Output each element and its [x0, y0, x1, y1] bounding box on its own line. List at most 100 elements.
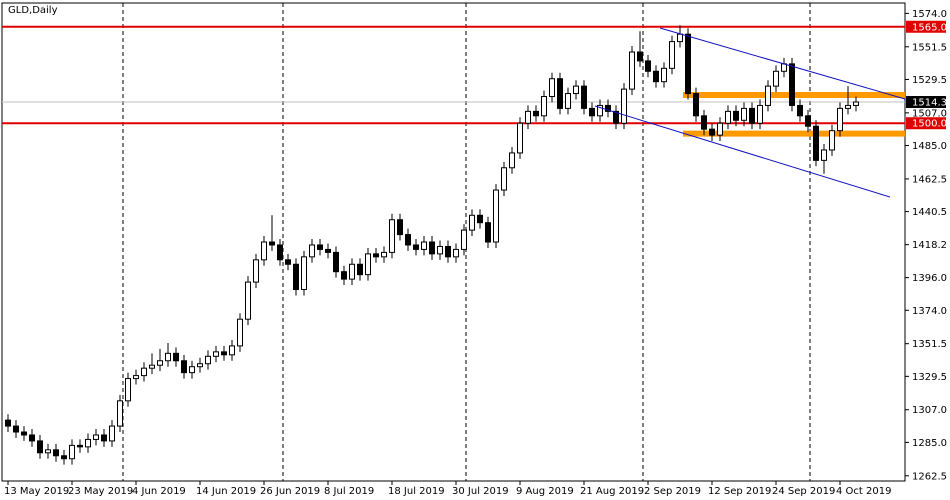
candle-body [93, 434, 99, 440]
candle-body [573, 85, 579, 95]
candle-body [541, 96, 547, 117]
last-price-box [906, 96, 946, 109]
candle-body [149, 364, 155, 369]
x-tick-label: 13 May 2019 [4, 486, 69, 497]
candle-body [253, 259, 259, 283]
candle-body [229, 345, 235, 356]
candle-body [485, 222, 491, 243]
x-tick-label: 8 Jul 2019 [324, 486, 374, 497]
candle-body [565, 93, 571, 109]
candle-body [533, 110, 539, 117]
candle-body [181, 360, 187, 374]
candle-body [853, 101, 859, 106]
candle-body [797, 104, 803, 117]
candle-body [693, 93, 699, 117]
candle-body [117, 400, 123, 427]
candle-body [517, 122, 523, 154]
candle-body [445, 245, 451, 258]
channel-lower [594, 105, 891, 198]
candle-body [525, 110, 531, 124]
candle-body [277, 244, 283, 261]
candle-body [461, 229, 467, 250]
candle-body [437, 245, 443, 255]
candle-body [597, 104, 603, 117]
candle-body [669, 41, 675, 69]
candle-body [37, 440, 43, 454]
candle-body [493, 189, 499, 243]
y-tick-label: 1307.0 [912, 405, 947, 416]
candle-body [653, 70, 659, 83]
candle-body [173, 352, 179, 362]
candle-body [677, 33, 683, 43]
y-tick-label: 1507.0 [912, 108, 947, 119]
x-tick-label: 24 Sep 2019 [772, 486, 835, 497]
candle-body [389, 219, 395, 253]
chart-title: GLD,Daily [8, 5, 58, 16]
candle-body [741, 107, 747, 121]
y-tick-label: 1462.5 [912, 174, 947, 185]
candle-body [701, 115, 707, 130]
candle-body [269, 241, 275, 246]
y-tick-label: 1329.5 [912, 372, 947, 383]
candle-body [293, 263, 299, 291]
candle-body [621, 88, 627, 124]
x-tick-label: 2 Sep 2019 [644, 486, 701, 497]
candle-body [261, 241, 267, 261]
candle-body [557, 78, 563, 109]
y-tick-label: 1396.0 [912, 273, 947, 284]
candle-body [645, 60, 651, 72]
y-tick-label: 1418.2 [912, 240, 947, 251]
candle-body [349, 263, 355, 280]
candle-body [773, 70, 779, 87]
candle-body [829, 130, 835, 151]
candle-body [789, 63, 795, 106]
y-tick-label: 1485.0 [912, 141, 947, 152]
candle-body [133, 375, 139, 380]
x-tick-label: 23 May 2019 [68, 486, 133, 497]
candle-body [469, 214, 475, 231]
candle-body [629, 51, 635, 90]
candle-body [613, 110, 619, 124]
candle-body [837, 107, 843, 132]
candle-body [725, 110, 731, 124]
candle-body [29, 434, 35, 442]
x-tick-label: 26 Jun 2019 [260, 486, 320, 497]
x-tick-label: 12 Sep 2019 [708, 486, 771, 497]
candle-body [845, 104, 851, 109]
level-label: 1500.0 [912, 119, 947, 130]
candle-body [101, 434, 107, 442]
candle-body [717, 122, 723, 136]
candle-body [661, 67, 667, 83]
candle-body [53, 449, 59, 457]
candle-body [589, 107, 595, 117]
candle-body [45, 449, 51, 454]
candle-body [757, 104, 763, 124]
candle-body [5, 419, 11, 427]
x-tick-label: 18 Jul 2019 [388, 486, 445, 497]
candle-body [317, 244, 323, 250]
y-tick-label: 1285.0 [912, 438, 947, 449]
candle-body [365, 253, 371, 276]
candle-body [477, 214, 483, 224]
candle-body [141, 367, 147, 377]
candle-body [685, 33, 691, 95]
y-tick-label: 1374.0 [912, 306, 947, 317]
candle-body [605, 104, 611, 112]
candle-body [341, 271, 347, 280]
candle-body [165, 352, 171, 362]
candle-body [157, 360, 163, 366]
candle-body [813, 125, 819, 161]
candle-body [221, 351, 227, 356]
candle-body [77, 444, 83, 448]
candle-body [13, 425, 19, 433]
candle-body [309, 244, 315, 258]
candle-body [397, 219, 403, 236]
candle-body [453, 248, 459, 258]
candle-body [429, 241, 435, 255]
candle-body [189, 366, 195, 374]
candle-body [301, 256, 307, 291]
x-tick-label: 14 Jun 2019 [196, 486, 256, 497]
y-tick-label: 1351.5 [912, 339, 947, 350]
x-tick-label: 4 Oct 2019 [836, 486, 891, 497]
